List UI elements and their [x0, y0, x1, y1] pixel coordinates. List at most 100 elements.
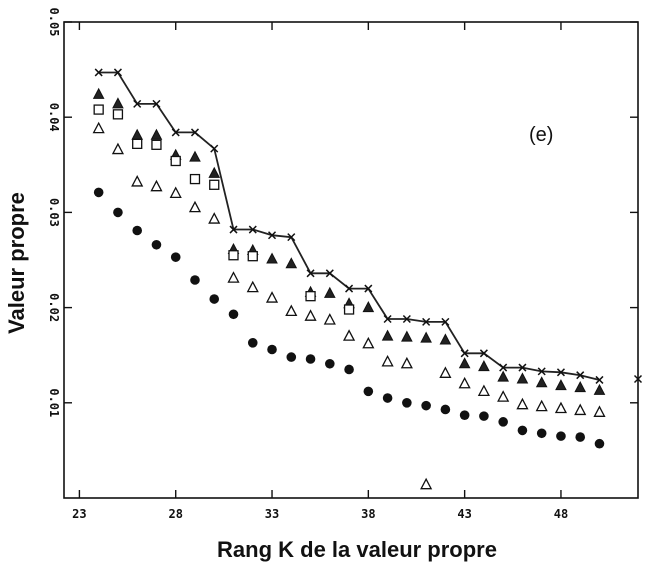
open-triangle-marker — [304, 309, 317, 321]
y-tick-label: 0.02 — [47, 293, 61, 322]
filled-circle-marker — [382, 393, 393, 403]
filled-triangle-marker — [593, 383, 606, 395]
x-marker — [479, 349, 488, 358]
x-marker — [267, 231, 277, 240]
filled-circle-marker — [402, 398, 412, 408]
filled-circle-marker — [209, 294, 220, 304]
filled-circle-marker — [517, 425, 528, 436]
x-tick-label: 33 — [265, 507, 279, 521]
open-square-marker — [305, 291, 316, 302]
filled-circle-marker — [305, 354, 316, 364]
x-tick-label: 48 — [554, 507, 568, 521]
filled-circle-marker — [190, 275, 200, 285]
filled-circle-marker — [267, 344, 277, 355]
open-triangle-marker — [323, 313, 336, 325]
open-triangle-marker — [111, 142, 125, 155]
axis-ticks — [64, 21, 638, 498]
x-marker — [402, 314, 411, 324]
x-marker — [248, 225, 257, 234]
filled-triangle-marker — [131, 128, 144, 140]
open-triangle-marker — [593, 405, 606, 417]
filled-triangle-marker — [516, 372, 529, 384]
filled-circle-marker — [93, 187, 104, 198]
filled-triangle-marker — [189, 150, 201, 162]
series-filled-circle — [93, 187, 605, 449]
y-tick-label: 0.01 — [47, 388, 61, 417]
filled-triangle-marker — [208, 166, 221, 178]
open-square-marker — [343, 304, 355, 315]
filled-circle-marker — [421, 400, 431, 411]
plot-border — [63, 21, 639, 499]
x-marker — [152, 99, 161, 108]
filled-triangle-marker — [323, 286, 336, 298]
x-marker — [633, 374, 643, 384]
open-triangle-marker — [458, 376, 471, 389]
x-marker — [556, 368, 565, 377]
open-square-marker — [93, 104, 104, 115]
x-marker — [422, 317, 431, 326]
open-triangle-marker — [246, 280, 259, 293]
open-triangle-marker — [131, 175, 144, 187]
open-triangle-marker — [516, 397, 529, 410]
filled-triangle-marker — [381, 329, 394, 341]
filled-circle-marker — [132, 225, 142, 236]
open-triangle-marker — [439, 366, 452, 378]
filled-circle-marker — [536, 428, 547, 439]
filled-circle-marker — [575, 432, 586, 442]
x-marker — [229, 225, 238, 234]
open-triangle-marker — [169, 186, 182, 199]
series-open-triangle — [92, 121, 606, 490]
filled-triangle-marker — [285, 257, 298, 269]
x-marker — [113, 68, 122, 77]
x-marker — [576, 371, 585, 380]
filled-triangle-marker — [497, 370, 509, 382]
x-marker — [518, 363, 527, 372]
open-triangle-marker — [265, 291, 279, 303]
filled-triangle-marker — [112, 97, 124, 109]
x-marker — [460, 349, 469, 358]
x-axis-title: Rang K de la valeur propre — [217, 537, 497, 562]
filled-triangle-marker — [458, 357, 471, 369]
filled-triangle-marker — [92, 87, 105, 99]
filled-triangle-marker — [478, 360, 490, 372]
open-triangle-marker — [400, 356, 413, 369]
filled-circle-marker — [594, 438, 605, 449]
filled-circle-marker — [247, 338, 258, 348]
panel-annotation: (e) — [529, 124, 553, 146]
filled-circle-marker — [151, 239, 162, 250]
x-marker — [441, 317, 450, 326]
open-triangle-marker — [362, 336, 375, 349]
filled-triangle-marker — [420, 331, 432, 343]
open-triangle-marker — [497, 390, 510, 402]
open-square-marker — [170, 155, 181, 167]
filled-triangle-marker — [266, 252, 278, 264]
filled-circle-marker — [479, 411, 489, 421]
filled-circle-marker — [228, 309, 239, 320]
open-triangle-marker — [188, 200, 202, 213]
filled-circle-marker — [286, 352, 297, 362]
x-marker — [306, 269, 315, 278]
x-marker — [287, 233, 296, 242]
filled-circle-marker — [325, 358, 335, 369]
x-tick-label: 43 — [457, 507, 471, 521]
open-triangle-marker — [92, 121, 105, 134]
filled-triangle-marker — [150, 128, 163, 140]
x-marker — [537, 367, 546, 376]
filled-triangle-marker — [574, 380, 587, 393]
open-triangle-marker — [227, 271, 240, 283]
axis-tick-labels: 23 28 33 38 43 48 0.01 0.02 0.03 0.04 0.05 — [47, 8, 568, 521]
x-marker — [190, 128, 200, 137]
filled-triangle-marker — [401, 330, 413, 342]
x-tick-label: 38 — [361, 507, 375, 521]
x-marker — [595, 375, 604, 384]
x-marker — [383, 314, 392, 324]
x-tick-label: 28 — [168, 507, 182, 521]
x-marker — [94, 68, 103, 77]
filled-triangle-marker — [555, 379, 567, 391]
filled-circle-marker — [113, 207, 123, 218]
x-marker — [133, 99, 142, 108]
x-marker — [325, 269, 334, 278]
open-triangle-marker — [574, 403, 587, 416]
open-square-marker — [151, 139, 162, 150]
